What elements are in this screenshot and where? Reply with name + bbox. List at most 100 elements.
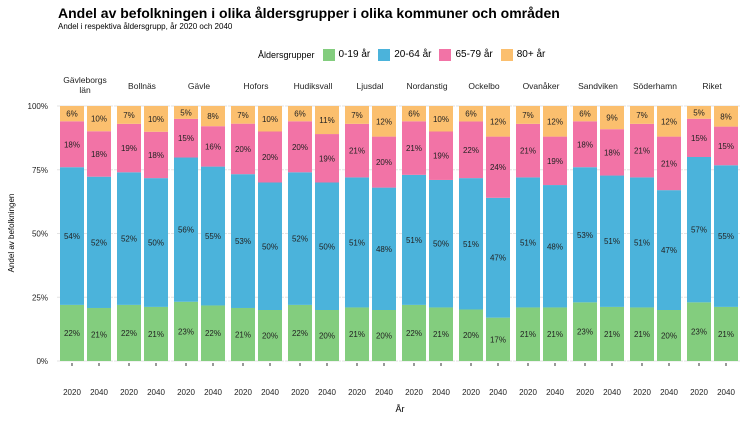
x-tick-label: 2020	[177, 388, 195, 397]
facet-label: län	[79, 85, 91, 95]
x-tick-label: 2040	[489, 388, 507, 397]
bar-segment	[600, 306, 624, 361]
bar-segment	[315, 182, 339, 310]
data-label: 19%	[121, 144, 137, 153]
bar-segment	[402, 174, 426, 305]
facet-label: Nordanstig	[406, 81, 447, 91]
bar-segment	[345, 106, 369, 124]
data-label: 52%	[121, 235, 137, 244]
bar-segment	[543, 106, 567, 137]
bar-segment	[258, 106, 282, 132]
bar-segment	[258, 310, 282, 361]
bar-segment	[630, 307, 654, 361]
data-label: 21%	[433, 330, 449, 339]
bar-segment	[714, 306, 738, 361]
bar-segment	[429, 131, 453, 180]
data-label: 16%	[205, 142, 221, 151]
data-label: 17%	[490, 335, 506, 344]
bar-segment	[402, 121, 426, 175]
bar-segment	[573, 302, 597, 361]
data-label: 20%	[262, 332, 278, 341]
data-label: 19%	[433, 152, 449, 161]
data-label: 21%	[235, 330, 251, 339]
data-label: 7%	[636, 111, 648, 120]
bar-segment	[429, 106, 453, 132]
x-tick-label: 2040	[717, 388, 735, 397]
bar-segment	[714, 126, 738, 166]
facet-label: Ovanåker	[523, 81, 560, 91]
data-label: 50%	[433, 240, 449, 249]
bar-segment	[174, 118, 198, 158]
data-label: 47%	[661, 246, 677, 255]
x-tick-label: 2040	[318, 388, 336, 397]
data-label: 53%	[577, 231, 593, 240]
data-label: 21%	[406, 144, 422, 153]
data-label: 15%	[691, 134, 707, 143]
bar-segment	[315, 310, 339, 361]
x-tick-label: 2040	[147, 388, 165, 397]
data-label: 20%	[661, 332, 677, 341]
bar-segment	[345, 307, 369, 361]
x-tick-label: 2020	[462, 388, 480, 397]
data-label: 48%	[547, 242, 563, 251]
data-label: 22%	[463, 146, 479, 155]
data-label: 22%	[121, 329, 137, 338]
y-tick-label: 25%	[32, 293, 48, 302]
x-tick-label: 2040	[546, 388, 564, 397]
bar-segment	[657, 310, 681, 361]
data-label: 12%	[490, 117, 506, 126]
bar-segment	[288, 304, 312, 361]
data-label: 6%	[294, 110, 306, 119]
data-label: 5%	[180, 108, 192, 117]
data-label: 50%	[319, 242, 335, 251]
x-tick-label: 2020	[234, 388, 252, 397]
facet-label: Sandviken	[578, 81, 618, 91]
x-tick-label: 2020	[291, 388, 309, 397]
bar-segment	[174, 301, 198, 361]
bar-segment	[459, 309, 483, 361]
bar-segment	[687, 302, 711, 361]
data-label: 22%	[292, 329, 308, 338]
bar-segment	[486, 106, 510, 137]
x-tick-label: 2020	[690, 388, 708, 397]
bar-segment	[117, 123, 141, 173]
data-label: 12%	[661, 117, 677, 126]
y-tick-label: 0%	[36, 357, 48, 366]
x-tick-label: 2020	[63, 388, 81, 397]
data-label: 15%	[178, 134, 194, 143]
bar-segment	[459, 106, 483, 122]
bar-segment	[144, 106, 168, 132]
bar-segment	[144, 306, 168, 361]
data-label: 51%	[349, 238, 365, 247]
data-label: 20%	[376, 332, 392, 341]
data-label: 10%	[91, 115, 107, 124]
data-label: 19%	[547, 157, 563, 166]
bar-segment	[630, 177, 654, 308]
y-tick-label: 75%	[32, 166, 48, 175]
bar-segment	[201, 126, 225, 167]
bar-segment	[372, 187, 396, 310]
bar-segment	[174, 106, 198, 119]
facet-label: Riket	[702, 81, 722, 91]
bar-segment	[630, 123, 654, 178]
y-tick-label: 100%	[28, 102, 48, 111]
facet-label: Ljusdal	[357, 81, 384, 91]
x-tick-label: 2040	[432, 388, 450, 397]
data-label: 21%	[91, 330, 107, 339]
bar-segment	[516, 106, 540, 124]
bar-segment	[687, 106, 711, 119]
bar-segment	[687, 157, 711, 303]
data-label: 51%	[520, 238, 536, 247]
x-tick-label: 2040	[603, 388, 621, 397]
data-label: 7%	[237, 111, 249, 120]
chart-subtitle: Andel i respektiva åldersgrupp, år 2020 …	[58, 22, 233, 31]
data-label: 15%	[718, 142, 734, 151]
data-label: 23%	[577, 328, 593, 337]
data-label: 6%	[408, 110, 420, 119]
data-label: 51%	[634, 238, 650, 247]
x-tick-label: 2020	[348, 388, 366, 397]
legend-title: Åldersgrupper	[258, 50, 315, 60]
facet-label: Gävle	[188, 81, 210, 91]
bar-segment	[657, 190, 681, 310]
